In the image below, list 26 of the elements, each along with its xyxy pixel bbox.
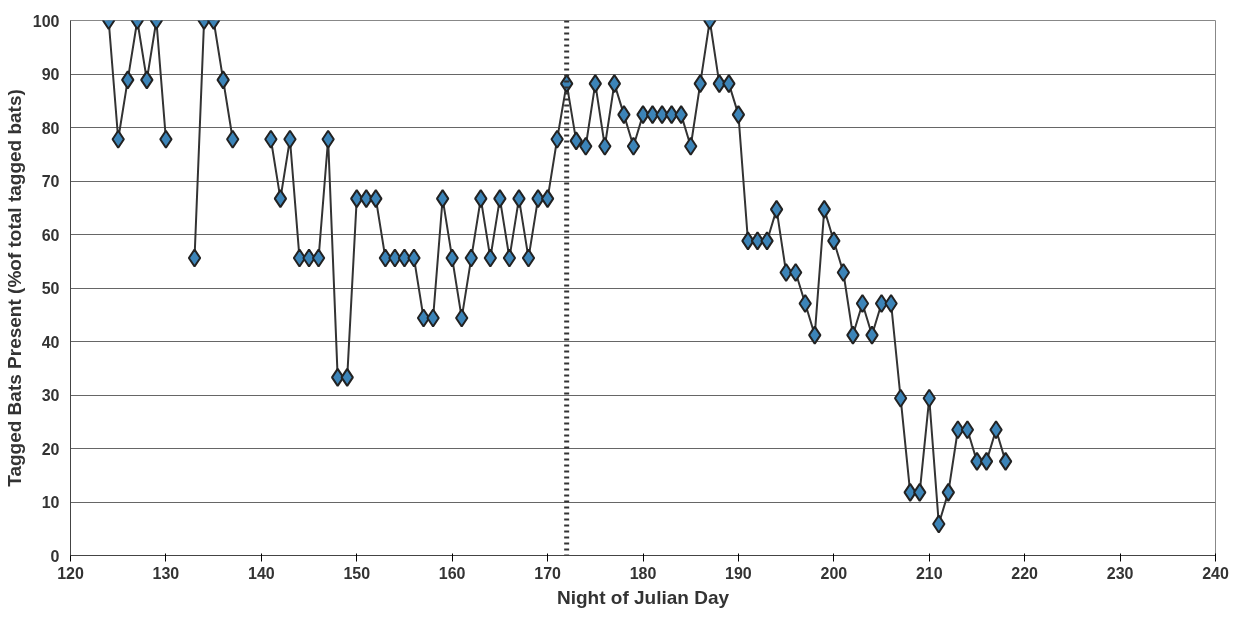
y-tick-label: 60: [41, 226, 60, 244]
y-tick-label: 100: [32, 12, 60, 30]
y-tick-label: 20: [41, 440, 60, 458]
y-tick-label: 50: [41, 280, 60, 297]
y-tick-label: 80: [41, 119, 60, 137]
x-tick-label: 120: [57, 564, 84, 582]
y-tick-label: 90: [41, 66, 60, 83]
x-tick-label: 140: [247, 564, 275, 582]
x-tick-label: 130: [152, 564, 180, 582]
y-tick-label: 40: [41, 333, 60, 351]
y-tick-label: 70: [41, 173, 60, 190]
x-tick-label: 200: [820, 564, 848, 582]
y-tick-label: 10: [41, 494, 60, 511]
x-tick-label: 150: [343, 564, 371, 582]
x-tick-label: 160: [438, 564, 466, 582]
y-tick-label: 30: [41, 387, 60, 404]
x-tick-label: 220: [1011, 564, 1039, 582]
x-axis-title: Night of Julian Day: [556, 586, 730, 608]
x-tick-label: 180: [629, 564, 657, 582]
y-tick-label: 0: [50, 547, 60, 565]
y-axis-title: Tagged Bats Present (%of total tagged bats): [3, 89, 25, 487]
x-tick-label: 170: [534, 564, 562, 582]
x-tick-label: 240: [1202, 564, 1229, 582]
x-tick-label: 230: [1106, 564, 1134, 582]
x-tick-label: 210: [915, 564, 943, 582]
x-tick-label: 190: [725, 564, 752, 582]
